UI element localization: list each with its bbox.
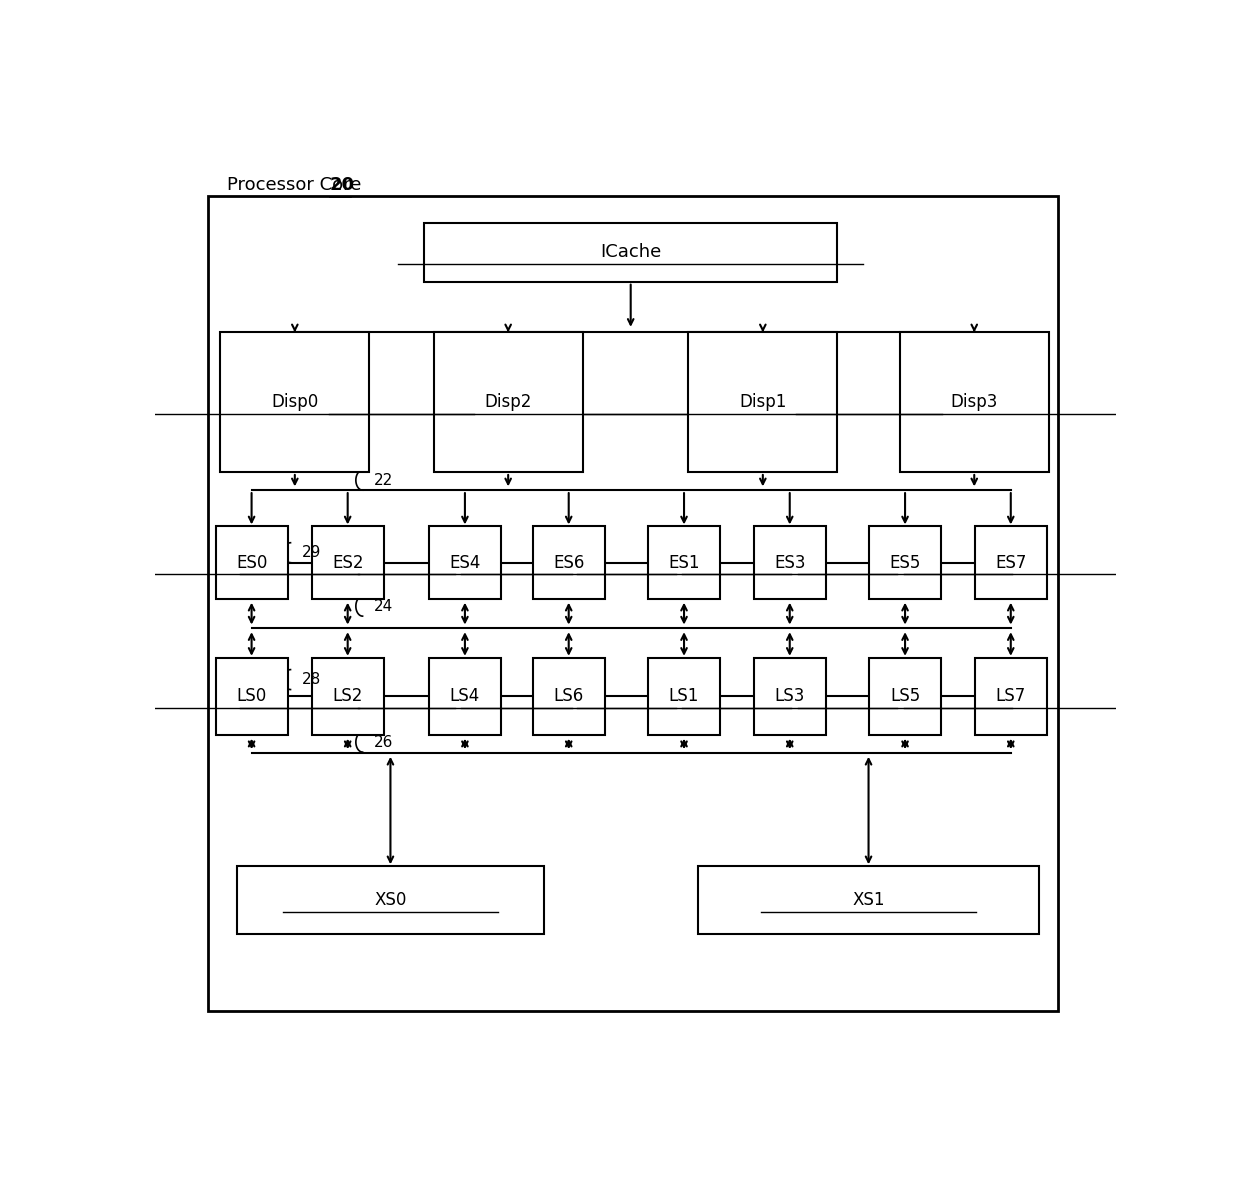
Text: XS1: XS1 [852, 891, 885, 910]
Text: Processor Core: Processor Core [227, 175, 367, 194]
Text: LS7: LS7 [996, 687, 1025, 705]
FancyBboxPatch shape [533, 526, 605, 599]
Text: LS0: LS0 [237, 687, 267, 705]
Text: ES5: ES5 [889, 553, 921, 572]
Text: ES3: ES3 [774, 553, 806, 572]
FancyBboxPatch shape [311, 526, 383, 599]
FancyBboxPatch shape [424, 222, 837, 281]
FancyBboxPatch shape [221, 332, 370, 472]
Text: ES2: ES2 [332, 553, 363, 572]
FancyBboxPatch shape [869, 526, 941, 599]
Text: ES0: ES0 [236, 553, 268, 572]
FancyBboxPatch shape [649, 526, 720, 599]
FancyBboxPatch shape [429, 658, 501, 734]
FancyBboxPatch shape [900, 332, 1049, 472]
FancyBboxPatch shape [533, 658, 605, 734]
FancyBboxPatch shape [754, 658, 826, 734]
Text: ICache: ICache [600, 244, 661, 261]
FancyBboxPatch shape [869, 658, 941, 734]
FancyBboxPatch shape [208, 195, 1059, 1011]
Text: Disp1: Disp1 [739, 393, 786, 411]
Text: LS4: LS4 [450, 687, 480, 705]
Text: 28: 28 [303, 672, 321, 687]
FancyBboxPatch shape [754, 526, 826, 599]
Text: LS3: LS3 [775, 687, 805, 705]
FancyBboxPatch shape [311, 658, 383, 734]
Text: 24: 24 [374, 599, 393, 613]
Text: LS6: LS6 [553, 687, 584, 705]
Text: Disp3: Disp3 [951, 393, 998, 411]
Text: LS5: LS5 [890, 687, 920, 705]
Text: 22: 22 [374, 473, 393, 487]
Text: ES1: ES1 [668, 553, 699, 572]
FancyBboxPatch shape [698, 866, 1039, 935]
Text: LS1: LS1 [668, 687, 699, 705]
Text: ES7: ES7 [994, 553, 1027, 572]
FancyBboxPatch shape [975, 526, 1047, 599]
FancyBboxPatch shape [688, 332, 837, 472]
Text: Disp0: Disp0 [272, 393, 319, 411]
FancyBboxPatch shape [649, 658, 720, 734]
Text: 29: 29 [303, 545, 321, 560]
Text: 26: 26 [374, 734, 393, 750]
Text: XS0: XS0 [374, 891, 407, 910]
FancyBboxPatch shape [216, 526, 288, 599]
FancyBboxPatch shape [237, 866, 544, 935]
FancyBboxPatch shape [975, 658, 1047, 734]
FancyBboxPatch shape [216, 658, 288, 734]
Text: ES4: ES4 [449, 553, 481, 572]
FancyBboxPatch shape [429, 526, 501, 599]
Text: LS2: LS2 [332, 687, 363, 705]
Text: ES6: ES6 [553, 553, 584, 572]
Text: 20: 20 [330, 175, 355, 194]
FancyBboxPatch shape [434, 332, 583, 472]
Text: Disp2: Disp2 [485, 393, 532, 411]
